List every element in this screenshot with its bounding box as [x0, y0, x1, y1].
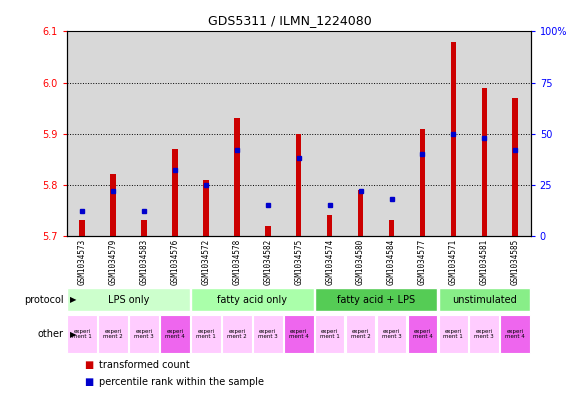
Bar: [438, 315, 468, 353]
Text: other: other: [38, 329, 64, 339]
Bar: [160, 31, 190, 236]
Bar: [408, 315, 437, 353]
Bar: [67, 315, 97, 353]
Bar: [389, 220, 394, 236]
Text: ■: ■: [84, 360, 93, 370]
Text: experi
ment 4: experi ment 4: [165, 329, 185, 340]
Text: GSM1034575: GSM1034575: [294, 238, 303, 285]
Text: GSM1034576: GSM1034576: [171, 238, 179, 285]
Bar: [500, 31, 531, 236]
Text: experi
ment 4: experi ment 4: [505, 329, 525, 340]
Text: experi
ment 2: experi ment 2: [227, 329, 246, 340]
Text: experi
ment 2: experi ment 2: [351, 329, 371, 340]
Bar: [501, 315, 530, 353]
Bar: [469, 315, 499, 353]
Bar: [253, 315, 282, 353]
Bar: [376, 315, 407, 353]
Bar: [481, 88, 487, 236]
Bar: [513, 98, 518, 236]
Bar: [160, 315, 190, 353]
Bar: [252, 31, 283, 236]
Bar: [129, 315, 159, 353]
Bar: [315, 288, 437, 311]
Bar: [451, 42, 456, 236]
Bar: [376, 31, 407, 236]
Text: percentile rank within the sample: percentile rank within the sample: [99, 377, 263, 387]
Text: experi
ment 1: experi ment 1: [444, 329, 463, 340]
Text: experi
ment 3: experi ment 3: [474, 329, 494, 340]
Text: GDS5311 / ILMN_1224080: GDS5311 / ILMN_1224080: [208, 14, 372, 27]
Text: experi
ment 4: experi ment 4: [412, 329, 432, 340]
Text: GSM1034571: GSM1034571: [449, 238, 458, 285]
Text: LPS only: LPS only: [108, 295, 149, 305]
Bar: [346, 315, 375, 353]
Bar: [407, 31, 438, 236]
Text: experi
ment 1: experi ment 1: [196, 329, 216, 340]
Text: experi
ment 1: experi ment 1: [72, 329, 92, 340]
Bar: [469, 31, 500, 236]
Bar: [67, 288, 190, 311]
Text: GSM1034585: GSM1034585: [511, 238, 520, 285]
Bar: [358, 190, 363, 236]
Bar: [110, 174, 116, 236]
Text: ▶: ▶: [70, 295, 76, 304]
Bar: [67, 31, 97, 236]
Text: fatty acid only: fatty acid only: [218, 295, 287, 305]
Bar: [142, 220, 147, 236]
Bar: [98, 315, 128, 353]
Bar: [79, 220, 85, 236]
Text: experi
ment 3: experi ment 3: [258, 329, 278, 340]
Text: experi
ment 4: experi ment 4: [289, 329, 309, 340]
Bar: [203, 180, 209, 236]
Text: GSM1034578: GSM1034578: [233, 238, 241, 285]
Bar: [190, 31, 222, 236]
Text: GSM1034572: GSM1034572: [201, 238, 211, 285]
Bar: [438, 31, 469, 236]
Bar: [222, 315, 252, 353]
Bar: [172, 149, 177, 236]
Bar: [284, 315, 314, 353]
Bar: [129, 31, 160, 236]
Bar: [283, 31, 314, 236]
Bar: [315, 315, 345, 353]
Bar: [327, 215, 332, 236]
Bar: [314, 31, 345, 236]
Bar: [191, 315, 221, 353]
Text: GSM1034580: GSM1034580: [356, 238, 365, 285]
Text: fatty acid + LPS: fatty acid + LPS: [337, 295, 415, 305]
Bar: [420, 129, 425, 236]
Bar: [265, 226, 270, 236]
Text: experi
ment 2: experi ment 2: [103, 329, 123, 340]
Bar: [438, 288, 530, 311]
Text: experi
ment 3: experi ment 3: [382, 329, 401, 340]
Bar: [191, 288, 314, 311]
Text: GSM1034582: GSM1034582: [263, 238, 272, 285]
Text: ▶: ▶: [70, 330, 76, 338]
Text: transformed count: transformed count: [99, 360, 189, 370]
Text: GSM1034573: GSM1034573: [78, 238, 86, 285]
Bar: [222, 31, 252, 236]
Text: GSM1034581: GSM1034581: [480, 238, 489, 285]
Bar: [296, 134, 302, 236]
Text: GSM1034574: GSM1034574: [325, 238, 334, 285]
Bar: [234, 118, 240, 236]
Text: GSM1034579: GSM1034579: [108, 238, 118, 285]
Bar: [345, 31, 376, 236]
Text: GSM1034583: GSM1034583: [140, 238, 148, 285]
Bar: [97, 31, 129, 236]
Text: GSM1034577: GSM1034577: [418, 238, 427, 285]
Text: protocol: protocol: [24, 295, 64, 305]
Text: GSM1034584: GSM1034584: [387, 238, 396, 285]
Text: unstimulated: unstimulated: [452, 295, 517, 305]
Text: ■: ■: [84, 377, 93, 387]
Text: experi
ment 1: experi ment 1: [320, 329, 339, 340]
Text: experi
ment 3: experi ment 3: [134, 329, 154, 340]
